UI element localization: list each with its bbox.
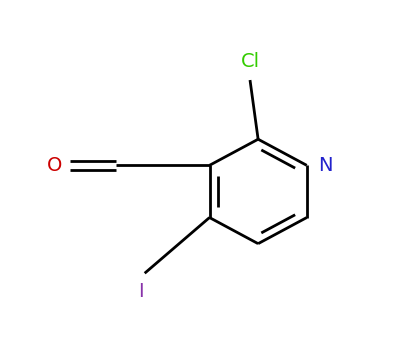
Text: O: O — [47, 156, 62, 175]
Text: N: N — [318, 156, 333, 175]
Text: I: I — [138, 282, 143, 301]
Text: Cl: Cl — [241, 52, 260, 71]
